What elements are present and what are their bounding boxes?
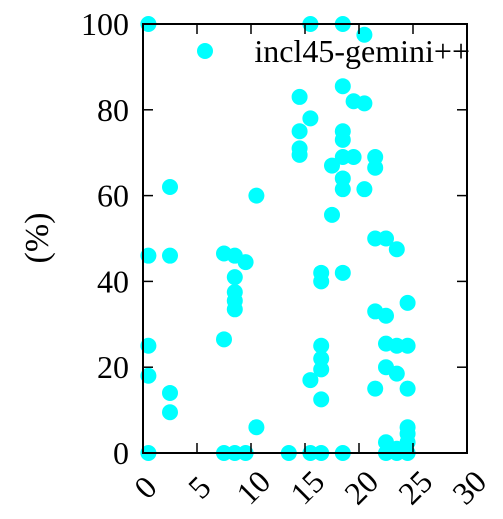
data-point bbox=[378, 307, 394, 324]
data-point bbox=[399, 380, 416, 397]
legend-label: incl45-gemini++ bbox=[254, 33, 470, 69]
data-points bbox=[140, 16, 416, 461]
data-point bbox=[388, 241, 405, 258]
data-point bbox=[291, 88, 308, 105]
data-point bbox=[162, 179, 178, 196]
data-point bbox=[367, 159, 384, 176]
data-point bbox=[324, 157, 340, 174]
data-point bbox=[313, 337, 330, 354]
y-tick-labels: 0 20 40 60 80 100 bbox=[81, 6, 129, 471]
legend: incl45-gemini++ bbox=[197, 33, 470, 69]
plot-frame bbox=[142, 23, 468, 454]
x-tick-label: 30 bbox=[445, 463, 493, 511]
data-point bbox=[313, 273, 330, 290]
x-tick-label: 25 bbox=[391, 463, 439, 511]
data-point bbox=[291, 123, 308, 140]
x-tick-label: 10 bbox=[229, 463, 277, 511]
y-tick-label: 100 bbox=[81, 6, 129, 42]
data-point bbox=[334, 181, 351, 198]
axis-ticks bbox=[142, 23, 468, 454]
data-point bbox=[334, 264, 351, 281]
data-point bbox=[302, 372, 319, 389]
data-point bbox=[356, 26, 373, 43]
data-point bbox=[334, 78, 351, 95]
data-point bbox=[248, 419, 265, 436]
y-tick-label: 0 bbox=[113, 435, 129, 471]
data-point bbox=[216, 331, 232, 348]
data-point bbox=[345, 148, 362, 165]
legend-marker bbox=[197, 43, 213, 59]
data-point bbox=[334, 131, 351, 148]
data-point bbox=[399, 337, 416, 354]
data-point bbox=[291, 146, 308, 163]
data-point bbox=[367, 380, 384, 397]
data-point bbox=[162, 404, 178, 421]
data-point bbox=[324, 206, 340, 223]
y-axis-title: (%) bbox=[19, 213, 56, 264]
data-point bbox=[388, 365, 405, 382]
data-point bbox=[248, 187, 265, 204]
data-point bbox=[162, 384, 178, 401]
data-point bbox=[226, 301, 243, 318]
x-tick-label: 20 bbox=[337, 463, 385, 511]
data-point bbox=[162, 247, 178, 264]
data-point bbox=[226, 269, 243, 286]
y-tick-label: 60 bbox=[97, 178, 129, 214]
x-tick-label: 15 bbox=[283, 463, 331, 511]
data-point bbox=[378, 230, 394, 247]
x-tick-labels: 0 5 10 15 20 25 30 bbox=[127, 463, 493, 511]
data-point bbox=[356, 95, 373, 112]
data-point bbox=[356, 181, 373, 198]
y-tick-label: 40 bbox=[97, 263, 129, 299]
data-point bbox=[237, 254, 254, 271]
data-point bbox=[140, 247, 157, 264]
data-point bbox=[399, 294, 416, 311]
data-point bbox=[140, 337, 157, 354]
x-tick-label: 0 bbox=[127, 469, 164, 506]
y-tick-label: 80 bbox=[97, 92, 129, 128]
data-point bbox=[313, 361, 330, 378]
data-point bbox=[140, 367, 157, 384]
x-tick-label: 5 bbox=[181, 469, 218, 506]
data-point bbox=[313, 391, 330, 408]
y-tick-label: 20 bbox=[97, 349, 129, 385]
data-point bbox=[302, 110, 319, 127]
